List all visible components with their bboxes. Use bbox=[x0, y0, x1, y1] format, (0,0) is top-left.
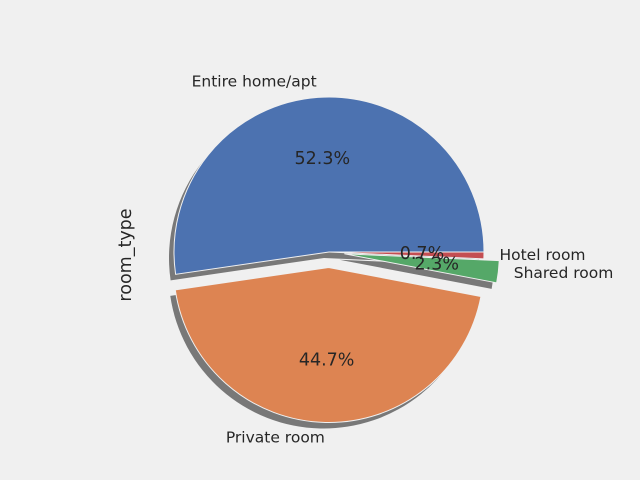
slice-pct-shared-room: 2.3% bbox=[415, 255, 459, 275]
slice-pct-private-room: 44.7% bbox=[299, 350, 355, 370]
slice-label-private-room: Private room bbox=[226, 428, 325, 446]
slice-label-shared-room: Shared room bbox=[514, 264, 614, 282]
slice-labels: Entire home/apt 52.3% Private room 44.7% Sha… bbox=[192, 72, 614, 446]
slice-pct-hotel-room: 0.7% bbox=[400, 244, 444, 264]
slice-label-entire-home-apt: Entire home/apt bbox=[192, 72, 317, 90]
y-axis-label: room_type bbox=[116, 208, 136, 301]
slice-hotel-room bbox=[328, 251, 485, 260]
slice-pct-entire-home-apt: 52.3% bbox=[294, 149, 350, 169]
pie-slices bbox=[173, 96, 500, 423]
slice-private-room bbox=[174, 266, 482, 423]
slice-shared-room bbox=[344, 253, 500, 284]
slice-label-hotel-room: Hotel room bbox=[499, 246, 585, 264]
slice-entire-home-apt bbox=[173, 96, 485, 275]
